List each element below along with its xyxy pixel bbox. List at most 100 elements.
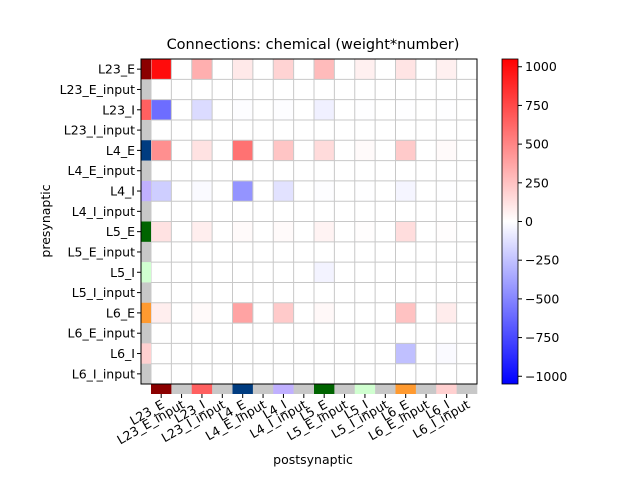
heatmap-cell: [436, 140, 457, 161]
heatmap-cell: [171, 262, 193, 283]
chart-title: Connections: chemical (weight*number): [167, 37, 460, 53]
heatmap-cell: [293, 221, 315, 243]
heatmap-cell: [375, 201, 396, 222]
heatmap-cell: [395, 99, 417, 121]
heatmap-cell: [273, 180, 294, 202]
heatmap-cell: [191, 363, 213, 385]
heatmap-cell: [171, 79, 193, 100]
postsynaptic-color-patch: [415, 384, 437, 394]
heatmap-cell: [293, 302, 315, 324]
heatmap-cell: [151, 363, 172, 385]
presynaptic-color-patch: [141, 59, 151, 80]
heatmap-cell: [232, 363, 254, 385]
postsynaptic-color-patch: [456, 384, 478, 394]
heatmap-cell: [293, 99, 315, 121]
heatmap-cell: [252, 221, 274, 243]
heatmap-cell: [314, 282, 335, 304]
heatmap-cell: [252, 241, 274, 263]
row-label: L6_I_input: [72, 366, 135, 381]
row-label: L23_I: [102, 102, 135, 117]
heatmap-cell: [375, 302, 396, 324]
heatmap-cell: [436, 241, 457, 263]
postsynaptic-color-patch: [334, 384, 356, 394]
postsynaptic-color-patch: [252, 384, 274, 394]
heatmap-cell: [456, 343, 478, 364]
heatmap-cell: [314, 323, 335, 344]
postsynaptic-color-patch: [273, 384, 294, 394]
heatmap-cell: [395, 343, 417, 364]
heatmap-cell: [456, 59, 478, 80]
heatmap-cell: [334, 59, 356, 80]
heatmap-cell: [314, 119, 335, 141]
heatmap-cell: [232, 180, 254, 202]
heatmap-cell: [273, 160, 294, 182]
colorbar-tick-label: 500: [525, 137, 549, 152]
postsynaptic-color-patch: [293, 384, 315, 394]
heatmap-cell: [212, 302, 233, 324]
colorbar-tick-label: 1000: [525, 59, 557, 74]
heatmap-cell: [151, 262, 172, 283]
heatmap-cell: [212, 343, 233, 364]
heatmap-cell: [212, 79, 233, 100]
heatmap-cell: [314, 59, 335, 80]
heatmap-cell: [395, 160, 417, 182]
heatmap-cell: [334, 302, 356, 324]
presynaptic-color-patch: [141, 201, 151, 222]
heatmap-cell: [334, 363, 356, 385]
heatmap-cell: [273, 282, 294, 304]
heatmap-cell: [354, 180, 376, 202]
row-label: L5_I_input: [72, 285, 135, 300]
heatmap-cell: [375, 160, 396, 182]
presynaptic-color-patch: [141, 241, 151, 263]
heatmap-cell: [191, 282, 213, 304]
heatmap-cell: [293, 363, 315, 385]
heatmap-cell: [252, 140, 274, 161]
heatmap-cell: [293, 180, 315, 202]
heatmap-cell: [151, 140, 172, 161]
heatmap-cell: [395, 180, 417, 202]
colorbar-ticks: 1000 750 500 250 0 −250 −500 −750 −1000: [518, 59, 567, 384]
heatmap-cell: [395, 59, 417, 80]
heatmap-cell: [314, 140, 335, 161]
heatmap-cell: [232, 282, 254, 304]
heatmap-cell: [354, 140, 376, 161]
heatmap-cell: [232, 160, 254, 182]
heatmap-cell: [415, 363, 437, 385]
heatmap-cell: [334, 180, 356, 202]
heatmap-cell: [375, 282, 396, 304]
postsynaptic-color-patch: [395, 384, 417, 394]
heatmap-cell: [171, 140, 193, 161]
heatmap-cell: [232, 221, 254, 243]
heatmap-cell: [334, 99, 356, 121]
heatmap-cell: [436, 262, 457, 283]
heatmap-cell: [293, 262, 315, 283]
heatmap-cell: [314, 363, 335, 385]
heatmap-cell: [212, 180, 233, 202]
heatmap-cell: [314, 99, 335, 121]
heatmap-cell: [456, 363, 478, 385]
colorbar-tick-label: −500: [525, 291, 559, 306]
heatmap-cell: [395, 140, 417, 161]
heatmap-cell: [415, 119, 437, 141]
heatmap-cell: [191, 79, 213, 100]
heatmap-cell: [436, 221, 457, 243]
row-label: L5_E: [106, 224, 135, 239]
heatmap-cell: [354, 201, 376, 222]
heatmap-cell: [436, 160, 457, 182]
heatmap-cell: [375, 363, 396, 385]
heatmap-cell: [415, 180, 437, 202]
row-tick-labels: L23_E L23_E_input L23_I L23_I_input L4_E L4_E…: [60, 62, 141, 381]
colorbar-tick-label: −250: [525, 253, 559, 268]
heatmap-cell: [314, 79, 335, 100]
heatmap-cell: [415, 160, 437, 182]
heatmap-cell: [375, 119, 396, 141]
postsynaptic-color-patch: [314, 384, 335, 394]
heatmap-cell: [273, 323, 294, 344]
heatmap-cell: [212, 59, 233, 80]
heatmap-cell: [354, 241, 376, 263]
heatmap-cell: [252, 59, 274, 80]
heatmap-cell: [354, 343, 376, 364]
heatmap-cells: [151, 59, 478, 385]
heatmap-cell: [436, 119, 457, 141]
colorbar-tick-label: 250: [525, 175, 549, 190]
